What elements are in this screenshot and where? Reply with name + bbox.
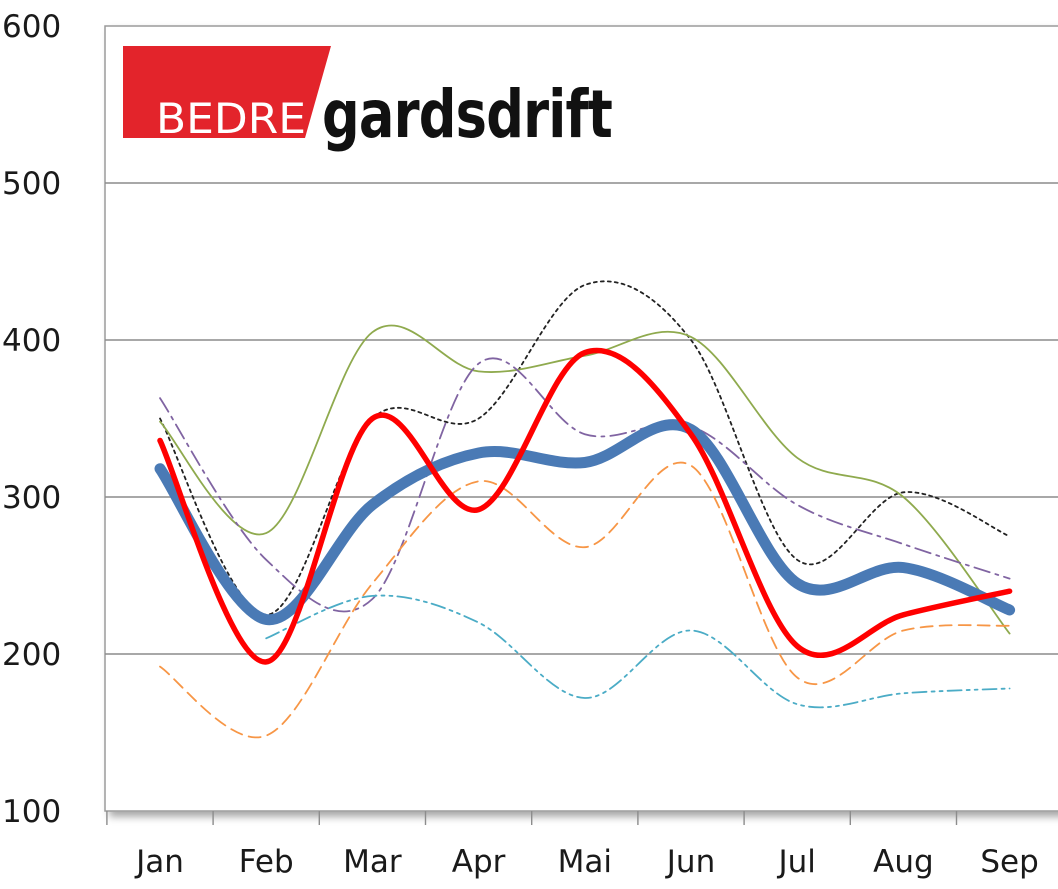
bedre-gardsdrift-logo: BEDRE gardsdrift — [123, 46, 613, 153]
series-lines — [154, 280, 1016, 739]
x-tick-label: Jul — [776, 844, 815, 880]
logo-gardsdrift-text: gardsdrift — [322, 76, 612, 153]
gridlines — [105, 182, 1058, 655]
y-tick-label: 100 — [2, 794, 61, 830]
x-tick-label: Jan — [134, 844, 184, 880]
y-tick-label: 500 — [2, 166, 61, 202]
x-tick-label: Jun — [665, 844, 715, 880]
plot-area — [104, 25, 1058, 812]
series-line — [157, 347, 1013, 665]
x-tick-label: Mai — [558, 844, 612, 880]
series-line — [265, 594, 1011, 709]
y-tick-labels: 100 200 300 400 500 600 — [2, 9, 61, 830]
series-line — [159, 357, 1011, 613]
x-tick-label: Mar — [343, 844, 402, 880]
y-tick-label: 300 — [2, 480, 61, 516]
y-tick-label: 200 — [2, 637, 61, 673]
x-tick-labels: Jan Feb Mar Apr Mai Jun Jul Aug Sep — [134, 844, 1039, 880]
logo-bedre-text: BEDRE — [156, 94, 306, 143]
x-tick-label: Aug — [873, 844, 934, 880]
x-tick-marks — [106, 811, 958, 825]
series-line — [154, 419, 1016, 626]
x-tick-label: Apr — [452, 844, 506, 880]
series-line — [159, 461, 1011, 739]
x-tick-label: Sep — [980, 844, 1038, 880]
series-line — [159, 280, 1011, 616]
y-tick-label: 400 — [2, 323, 61, 359]
y-tick-label: 600 — [2, 9, 61, 45]
logo-red-block — [123, 46, 331, 138]
x-tick-label: Feb — [239, 844, 294, 880]
